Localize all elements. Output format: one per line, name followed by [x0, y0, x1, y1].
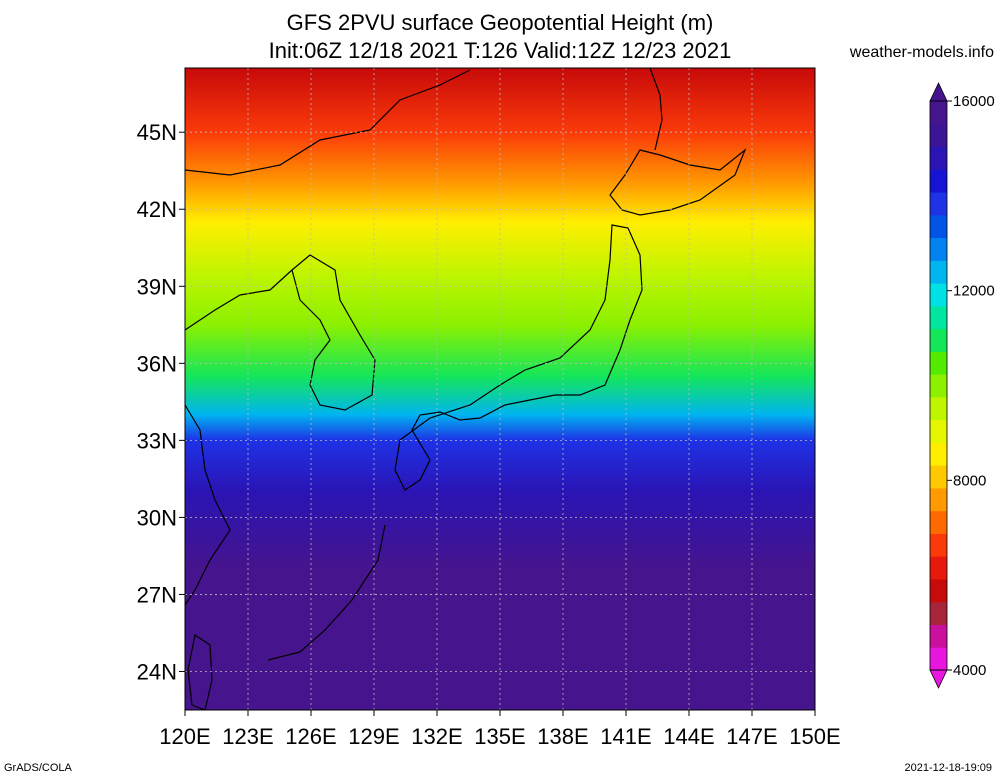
- lat-tick-label: 36N: [137, 351, 177, 376]
- lon-tick-label: 132E: [411, 724, 462, 749]
- colorbar-frame: [929, 100, 948, 671]
- taiwan-coast: [187, 634, 213, 710]
- colorbar-swatch: [930, 601, 947, 625]
- colorbar-swatch: [930, 419, 947, 443]
- sakhalin-coast: [649, 68, 663, 151]
- colorbar-min-arrow: [929, 669, 948, 689]
- colorbar-swatch: [930, 169, 947, 193]
- colorbar-swatch: [930, 260, 947, 284]
- colorbar-swatch: [930, 192, 947, 216]
- lat-tick-label: 42N: [137, 197, 177, 222]
- colorbar-swatch: [930, 283, 947, 307]
- colorbar-swatch: [930, 578, 947, 603]
- colorbar-swatch: [930, 396, 947, 421]
- lon-tick-group: 120E 123E 126E 129E 132E 135E 138E 141E 144E 147E…: [159, 710, 841, 749]
- lat-tick-label: 33N: [137, 428, 177, 453]
- colorbar-swatch: [930, 123, 947, 148]
- colorbar-label: 8000: [953, 472, 986, 489]
- colorbar-label: 4000: [953, 662, 986, 679]
- lat-tick-label: 30N: [137, 505, 177, 530]
- colorbar-swatch: [930, 533, 947, 557]
- site-credit: weather-models.info: [849, 44, 994, 61]
- lon-tick-label: 141E: [600, 724, 651, 749]
- lat-tick-group: 45N 42N 39N 36N 33N 30N 27N 24N: [137, 120, 185, 684]
- coastlines: [185, 68, 747, 710]
- colorbar-swatch: [930, 305, 947, 330]
- lon-tick-label: 138E: [537, 724, 588, 749]
- colorbar-swatch: [930, 510, 947, 534]
- lon-tick-label: 129E: [348, 724, 399, 749]
- japan-honshu-coast: [394, 224, 643, 491]
- graticule: [185, 68, 815, 710]
- lat-tick-label: 45N: [137, 120, 177, 145]
- colorbar-swatch: [930, 214, 947, 239]
- lon-tick-label: 120E: [159, 724, 210, 749]
- colorbar-swatch: [930, 237, 947, 261]
- lat-tick-label: 39N: [137, 274, 177, 299]
- lat-tick-label: 27N: [137, 582, 177, 607]
- colorbar-swatch: [930, 487, 947, 512]
- colorbar-label: 12000: [953, 283, 995, 300]
- colorbar-swatch: [930, 101, 947, 125]
- japan-hokkaido-coast: [609, 148, 747, 216]
- chart-title: GFS 2PVU surface Geopotential Height (m): [286, 10, 714, 35]
- colorbar: 16000 12000 8000 4000: [929, 82, 995, 689]
- ryukyu-islands: [267, 524, 386, 661]
- colorbar-swatch: [930, 146, 947, 170]
- lon-tick-label: 147E: [726, 724, 777, 749]
- colorbar-swatch: [930, 351, 947, 375]
- lat-tick-label: 24N: [137, 659, 177, 684]
- lon-tick-label: 135E: [474, 724, 525, 749]
- lon-tick-label: 126E: [285, 724, 336, 749]
- lon-tick-label: 150E: [789, 724, 840, 749]
- colorbar-swatch: [930, 328, 947, 352]
- footer-timestamp: 2021-12-18-19:09: [904, 762, 992, 774]
- korea-coast: [291, 254, 376, 411]
- colorbar-label: 16000: [953, 93, 995, 110]
- lon-tick-label: 123E: [222, 724, 273, 749]
- colorbar-swatch: [930, 465, 947, 489]
- colorbar-swatch: [930, 374, 947, 398]
- chart-subtitle: Init:06Z 12/18 2021 T:126 Valid:12Z 12/2…: [268, 38, 732, 63]
- colorbar-swatch: [930, 556, 947, 580]
- colorbar-swatch: [930, 624, 947, 648]
- mainland-coast: [185, 69, 471, 606]
- colorbar-swatch: [930, 647, 947, 671]
- colorbar-max-arrow: [929, 82, 948, 102]
- footer-credit: GrADS/COLA: [4, 762, 72, 774]
- lon-tick-label: 144E: [663, 724, 714, 749]
- colorbar-swatch: [930, 442, 947, 466]
